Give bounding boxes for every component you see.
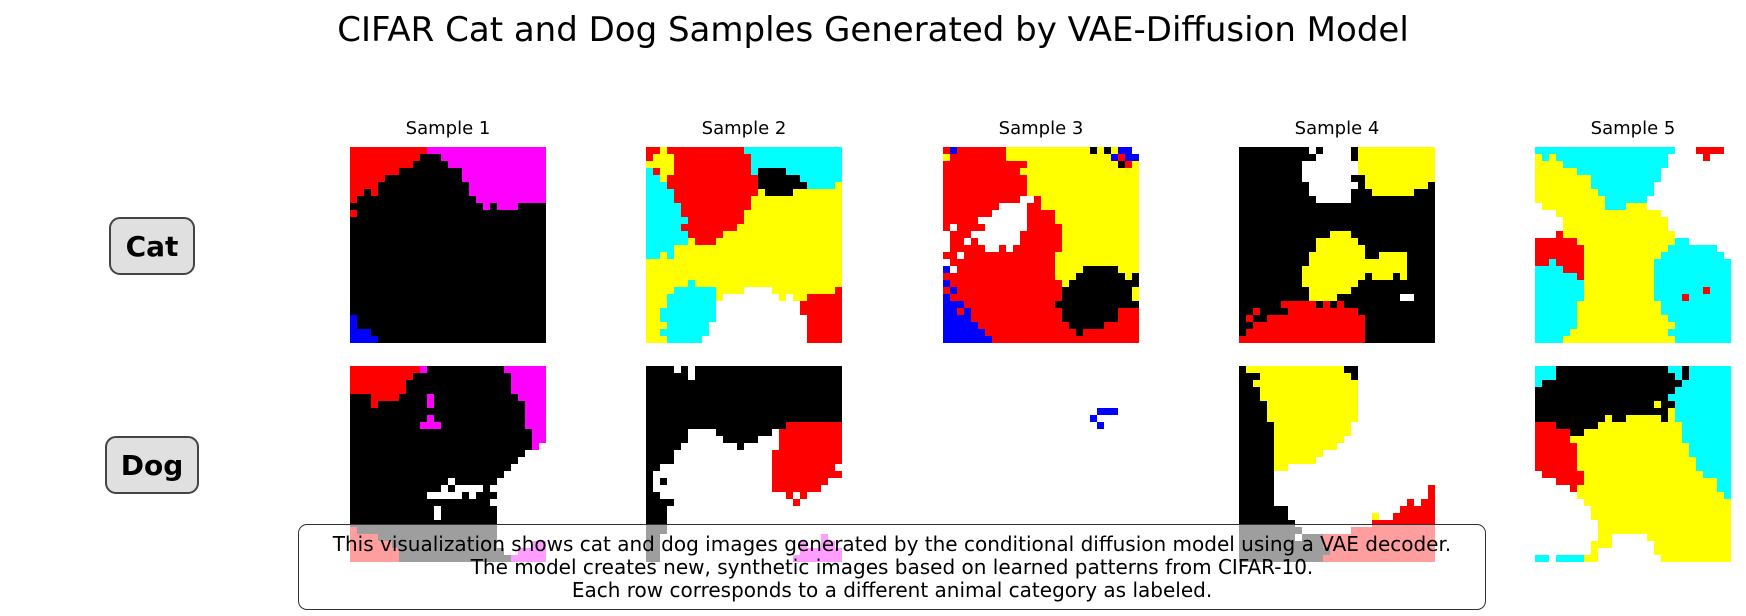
caption-line-1: This visualization shows cat and dog ima… bbox=[332, 532, 1452, 556]
sample-image-cat-2 bbox=[646, 147, 842, 343]
caption-line-3: Each row corresponds to a different anim… bbox=[571, 578, 1213, 602]
caption-line-2: The model creates new, synthetic images … bbox=[470, 555, 1314, 579]
caption-box: This visualization shows cat and dog ima… bbox=[298, 524, 1486, 610]
column-title-sample-4: Sample 4 bbox=[1294, 118, 1380, 139]
row-label-cat: Cat bbox=[109, 217, 195, 275]
sample-image-cat-5 bbox=[1535, 147, 1731, 343]
column-title-sample-1: Sample 1 bbox=[405, 118, 491, 139]
figure-title: CIFAR Cat and Dog Samples Generated by V… bbox=[337, 10, 1409, 50]
sample-image-cat-3 bbox=[943, 147, 1139, 343]
row-label-dog: Dog bbox=[105, 436, 199, 494]
column-title-sample-5: Sample 5 bbox=[1590, 118, 1676, 139]
column-title-sample-3: Sample 3 bbox=[998, 118, 1084, 139]
sample-image-cat-1 bbox=[350, 147, 546, 343]
column-title-sample-2: Sample 2 bbox=[701, 118, 787, 139]
sample-image-dog-5 bbox=[1535, 366, 1731, 562]
sample-image-cat-4 bbox=[1239, 147, 1435, 343]
